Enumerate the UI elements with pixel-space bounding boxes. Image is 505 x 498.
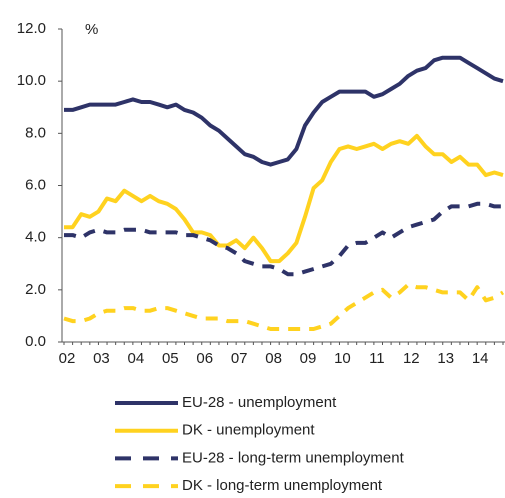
legend-label: DK - long-term unemployment xyxy=(182,477,383,494)
y-tick-label: 0.0 xyxy=(25,333,46,350)
legend-label: EU-28 - unemployment xyxy=(182,394,337,411)
series-line xyxy=(63,282,505,331)
y-tick-label: 8.0 xyxy=(25,124,46,141)
series-line xyxy=(64,133,504,264)
x-tick-label: 12 xyxy=(403,350,420,367)
y-tick-label: 6.0 xyxy=(25,176,46,193)
x-tick-label: 14 xyxy=(472,350,489,367)
legend-label: EU-28 - long-term unemployment xyxy=(182,449,405,466)
y-tick-label: 10.0 xyxy=(17,72,46,89)
x-tick-label: 07 xyxy=(231,350,248,367)
x-tick-label: 10 xyxy=(334,350,351,367)
legend-label: DK - unemployment xyxy=(182,422,315,439)
x-tick-label: 04 xyxy=(128,350,145,367)
x-tick-label: 11 xyxy=(369,350,385,367)
x-tick-label: 05 xyxy=(162,350,179,367)
y-tick-label: 12.0 xyxy=(17,20,46,37)
unit-label: % xyxy=(85,21,98,38)
x-tick-label: 06 xyxy=(196,350,213,367)
x-tick-label: 13 xyxy=(437,350,454,367)
x-tick-label: 08 xyxy=(265,350,282,367)
series-line xyxy=(64,55,504,167)
x-tick-label: 09 xyxy=(300,350,317,367)
series-line xyxy=(64,201,503,277)
y-tick-label: 4.0 xyxy=(25,229,46,246)
x-tick-label: 03 xyxy=(93,350,110,367)
x-tick-label: 02 xyxy=(59,350,76,367)
y-tick-label: 2.0 xyxy=(25,281,46,298)
